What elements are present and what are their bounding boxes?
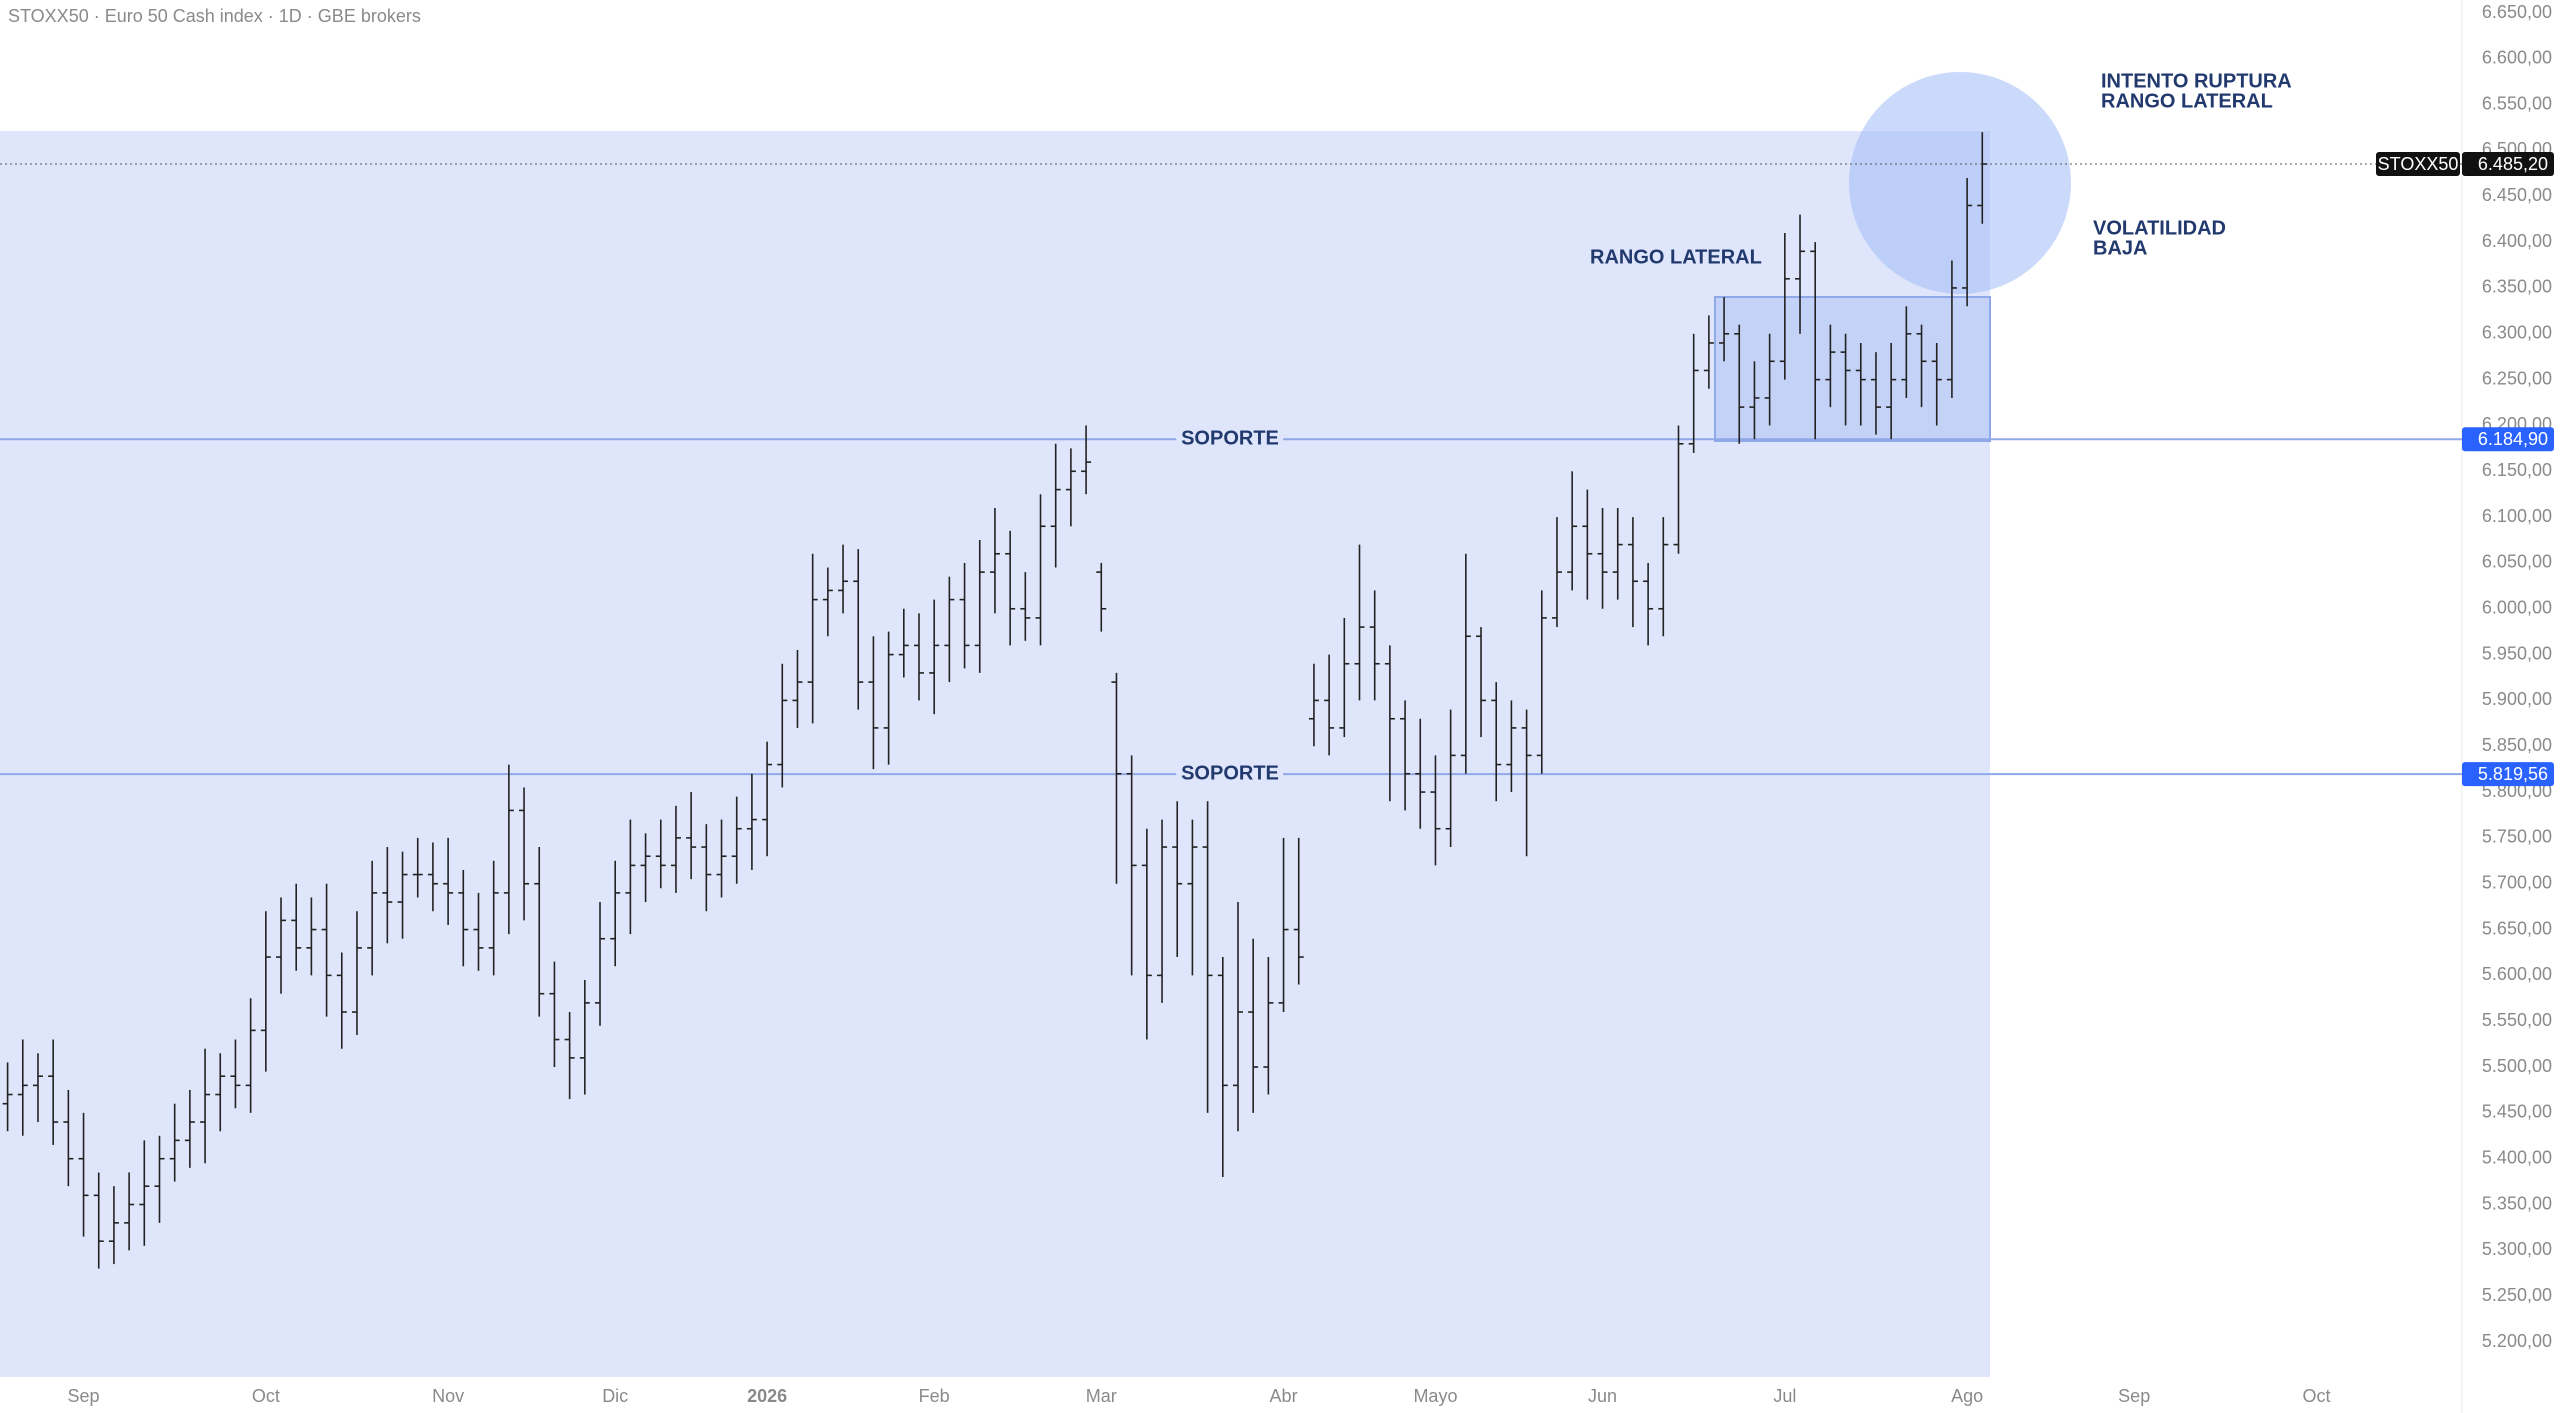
y-tick-label: 6.650,00 <box>2482 2 2552 22</box>
x-tick-label: Ago <box>1951 1386 1983 1406</box>
x-tick-label: Nov <box>432 1386 464 1406</box>
y-tick-label: 6.350,00 <box>2482 277 2552 297</box>
y-tick-label: 6.100,00 <box>2482 506 2552 526</box>
y-tick-label: 5.550,00 <box>2482 1010 2552 1030</box>
y-tick-label: 5.850,00 <box>2482 735 2552 755</box>
chart-title: STOXX50 · Euro 50 Cash index · 1D · GBE … <box>8 6 421 26</box>
annotation: VOLATILIDAD <box>2093 217 2226 239</box>
y-tick-label: 5.650,00 <box>2482 918 2552 938</box>
y-tick-label: 6.400,00 <box>2482 231 2552 251</box>
x-tick-label: 2026 <box>747 1386 787 1406</box>
y-tick-label: 5.400,00 <box>2482 1147 2552 1167</box>
symbol-tag: STOXX50 <box>2378 154 2459 174</box>
x-tick-label: Mar <box>1086 1386 1117 1406</box>
y-tick-label: 5.350,00 <box>2482 1193 2552 1213</box>
price-tag-box <box>2462 762 2554 787</box>
y-tick-label: 6.550,00 <box>2482 93 2552 113</box>
y-tick-label: 6.050,00 <box>2482 552 2552 572</box>
y-tick-label: 5.450,00 <box>2482 1102 2552 1122</box>
annotation: BAJA <box>2093 237 2147 259</box>
y-tick-label: 5.900,00 <box>2482 689 2552 709</box>
x-tick-label: Feb <box>919 1386 950 1406</box>
price-tag-label: 5.819,56 <box>2478 764 2548 784</box>
y-tick-label: 5.300,00 <box>2482 1239 2552 1259</box>
range-shading <box>0 131 1990 1377</box>
y-tick-label: 6.450,00 <box>2482 185 2552 205</box>
y-tick-label: 6.300,00 <box>2482 323 2552 343</box>
x-tick-label: Oct <box>252 1386 280 1406</box>
y-tick-label: 6.600,00 <box>2482 48 2552 68</box>
price-tag-label: 6.184,90 <box>2478 429 2548 449</box>
price-tag-box <box>2462 427 2554 452</box>
price-tag-label: 6.485,20 <box>2478 154 2548 174</box>
y-tick-label: 5.250,00 <box>2482 1285 2552 1305</box>
x-tick-label: Jul <box>1773 1386 1796 1406</box>
support-label: SOPORTE <box>1181 762 1279 784</box>
symbol-tag-box <box>2376 152 2460 177</box>
x-tick-label: Jun <box>1588 1386 1617 1406</box>
annotation: RANGO LATERAL <box>1590 246 1762 268</box>
y-tick-label: 5.600,00 <box>2482 964 2552 984</box>
price-tag-box <box>2462 152 2554 177</box>
y-tick-label: 6.000,00 <box>2482 598 2552 618</box>
y-tick-label: 5.750,00 <box>2482 827 2552 847</box>
x-tick-label: Sep <box>2118 1386 2150 1406</box>
x-tick-label: Oct <box>2302 1386 2330 1406</box>
y-tick-label: 5.200,00 <box>2482 1331 2552 1351</box>
annotation: RANGO LATERAL <box>2101 90 2273 112</box>
annotation: INTENTO RUPTURA <box>2101 70 2292 92</box>
y-tick-label: 6.250,00 <box>2482 368 2552 388</box>
support-label: SOPORTE <box>1181 428 1279 450</box>
y-tick-label: 5.950,00 <box>2482 643 2552 663</box>
x-tick-label: Abr <box>1270 1386 1298 1406</box>
y-tick-label: 6.150,00 <box>2482 460 2552 480</box>
x-tick-label: Sep <box>68 1386 100 1406</box>
lateral-range-box <box>1714 296 1991 442</box>
x-tick-label: Mayo <box>1413 1386 1457 1406</box>
y-tick-label: 5.500,00 <box>2482 1056 2552 1076</box>
x-tick-label: Dic <box>602 1386 628 1406</box>
breakout-circle <box>1849 72 2071 294</box>
y-tick-label: 5.700,00 <box>2482 872 2552 892</box>
